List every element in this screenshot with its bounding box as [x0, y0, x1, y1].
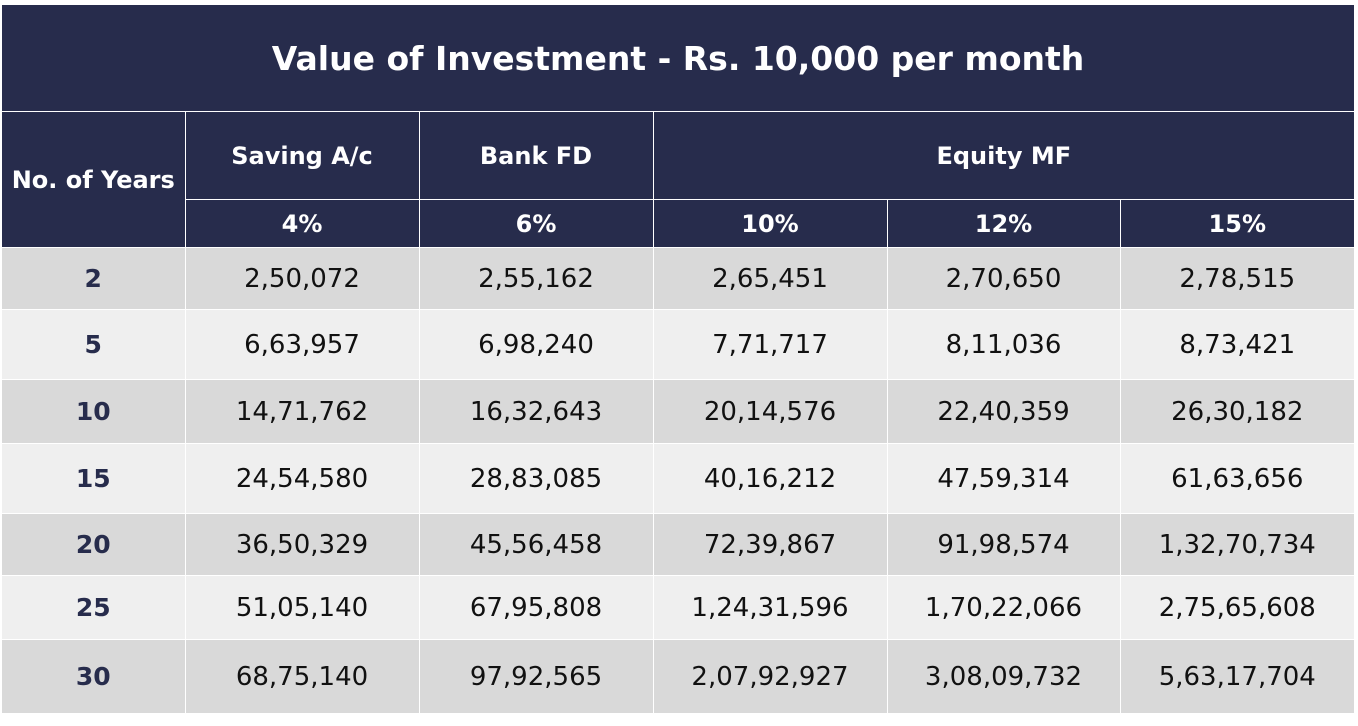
value-cell: 16,32,643	[418, 379, 654, 444]
value-cell: 72,39,867	[652, 513, 888, 576]
value-cell: 3,08,09,732	[886, 639, 1121, 714]
investment-table-container: Value of Investment - Rs. 10,000 per mon…	[2, 5, 1355, 714]
table-title: Value of Investment - Rs. 10,000 per mon…	[2, 5, 1355, 112]
value-cell: 2,07,92,927	[652, 639, 888, 714]
value-cell: 61,63,656	[1119, 443, 1355, 514]
value-cell: 28,83,085	[418, 443, 654, 514]
value-cell: 47,59,314	[886, 443, 1121, 514]
value-cell: 68,75,140	[184, 639, 420, 714]
years-cell: 2	[2, 247, 186, 310]
table-row: 20 36,50,329 45,56,458 72,39,867 91,98,5…	[2, 513, 1355, 576]
years-cell: 20	[2, 513, 186, 576]
header-equity-mf: Equity MF	[652, 111, 1355, 200]
value-cell: 6,63,957	[184, 309, 420, 380]
header-rate: 4%	[184, 199, 420, 248]
header-rate: 12%	[886, 199, 1121, 248]
table-row: 15 24,54,580 28,83,085 40,16,212 47,59,3…	[2, 443, 1355, 514]
value-cell: 24,54,580	[184, 443, 420, 514]
table-row: 10 14,71,762 16,32,643 20,14,576 22,40,3…	[2, 379, 1355, 444]
value-cell: 36,50,329	[184, 513, 420, 576]
value-cell: 45,56,458	[418, 513, 654, 576]
years-cell: 15	[2, 443, 186, 514]
header-rate: 6%	[418, 199, 654, 248]
years-cell: 25	[2, 575, 186, 640]
table-row: 25 51,05,140 67,95,808 1,24,31,596 1,70,…	[2, 575, 1355, 640]
value-cell: 8,73,421	[1119, 309, 1355, 380]
value-cell: 1,24,31,596	[652, 575, 888, 640]
value-cell: 7,71,717	[652, 309, 888, 380]
value-cell: 97,92,565	[418, 639, 654, 714]
value-cell: 2,50,072	[184, 247, 420, 310]
header-saving-account: Saving A/c	[184, 111, 420, 200]
value-cell: 2,78,515	[1119, 247, 1355, 310]
value-cell: 14,71,762	[184, 379, 420, 444]
header-rate: 10%	[652, 199, 888, 248]
years-cell: 5	[2, 309, 186, 380]
value-cell: 1,70,22,066	[886, 575, 1121, 640]
value-cell: 51,05,140	[184, 575, 420, 640]
value-cell: 2,70,650	[886, 247, 1121, 310]
value-cell: 26,30,182	[1119, 379, 1355, 444]
header-years: No. of Years	[2, 111, 186, 248]
years-cell: 30	[2, 639, 186, 714]
value-cell: 91,98,574	[886, 513, 1121, 576]
value-cell: 2,75,65,608	[1119, 575, 1355, 640]
value-cell: 2,65,451	[652, 247, 888, 310]
value-cell: 67,95,808	[418, 575, 654, 640]
value-cell: 6,98,240	[418, 309, 654, 380]
value-cell: 40,16,212	[652, 443, 888, 514]
value-cell: 20,14,576	[652, 379, 888, 444]
investment-table: Value of Investment - Rs. 10,000 per mon…	[2, 5, 1355, 714]
value-cell: 2,55,162	[418, 247, 654, 310]
years-cell: 10	[2, 379, 186, 444]
table-row: 2 2,50,072 2,55,162 2,65,451 2,70,650 2,…	[2, 247, 1355, 310]
header-bank-fd: Bank FD	[418, 111, 654, 200]
table-row: 5 6,63,957 6,98,240 7,71,717 8,11,036 8,…	[2, 309, 1355, 380]
value-cell: 5,63,17,704	[1119, 639, 1355, 714]
header-rate: 15%	[1119, 199, 1355, 248]
table-row: 30 68,75,140 97,92,565 2,07,92,927 3,08,…	[2, 639, 1355, 714]
value-cell: 1,32,70,734	[1119, 513, 1355, 576]
value-cell: 22,40,359	[886, 379, 1121, 444]
value-cell: 8,11,036	[886, 309, 1121, 380]
